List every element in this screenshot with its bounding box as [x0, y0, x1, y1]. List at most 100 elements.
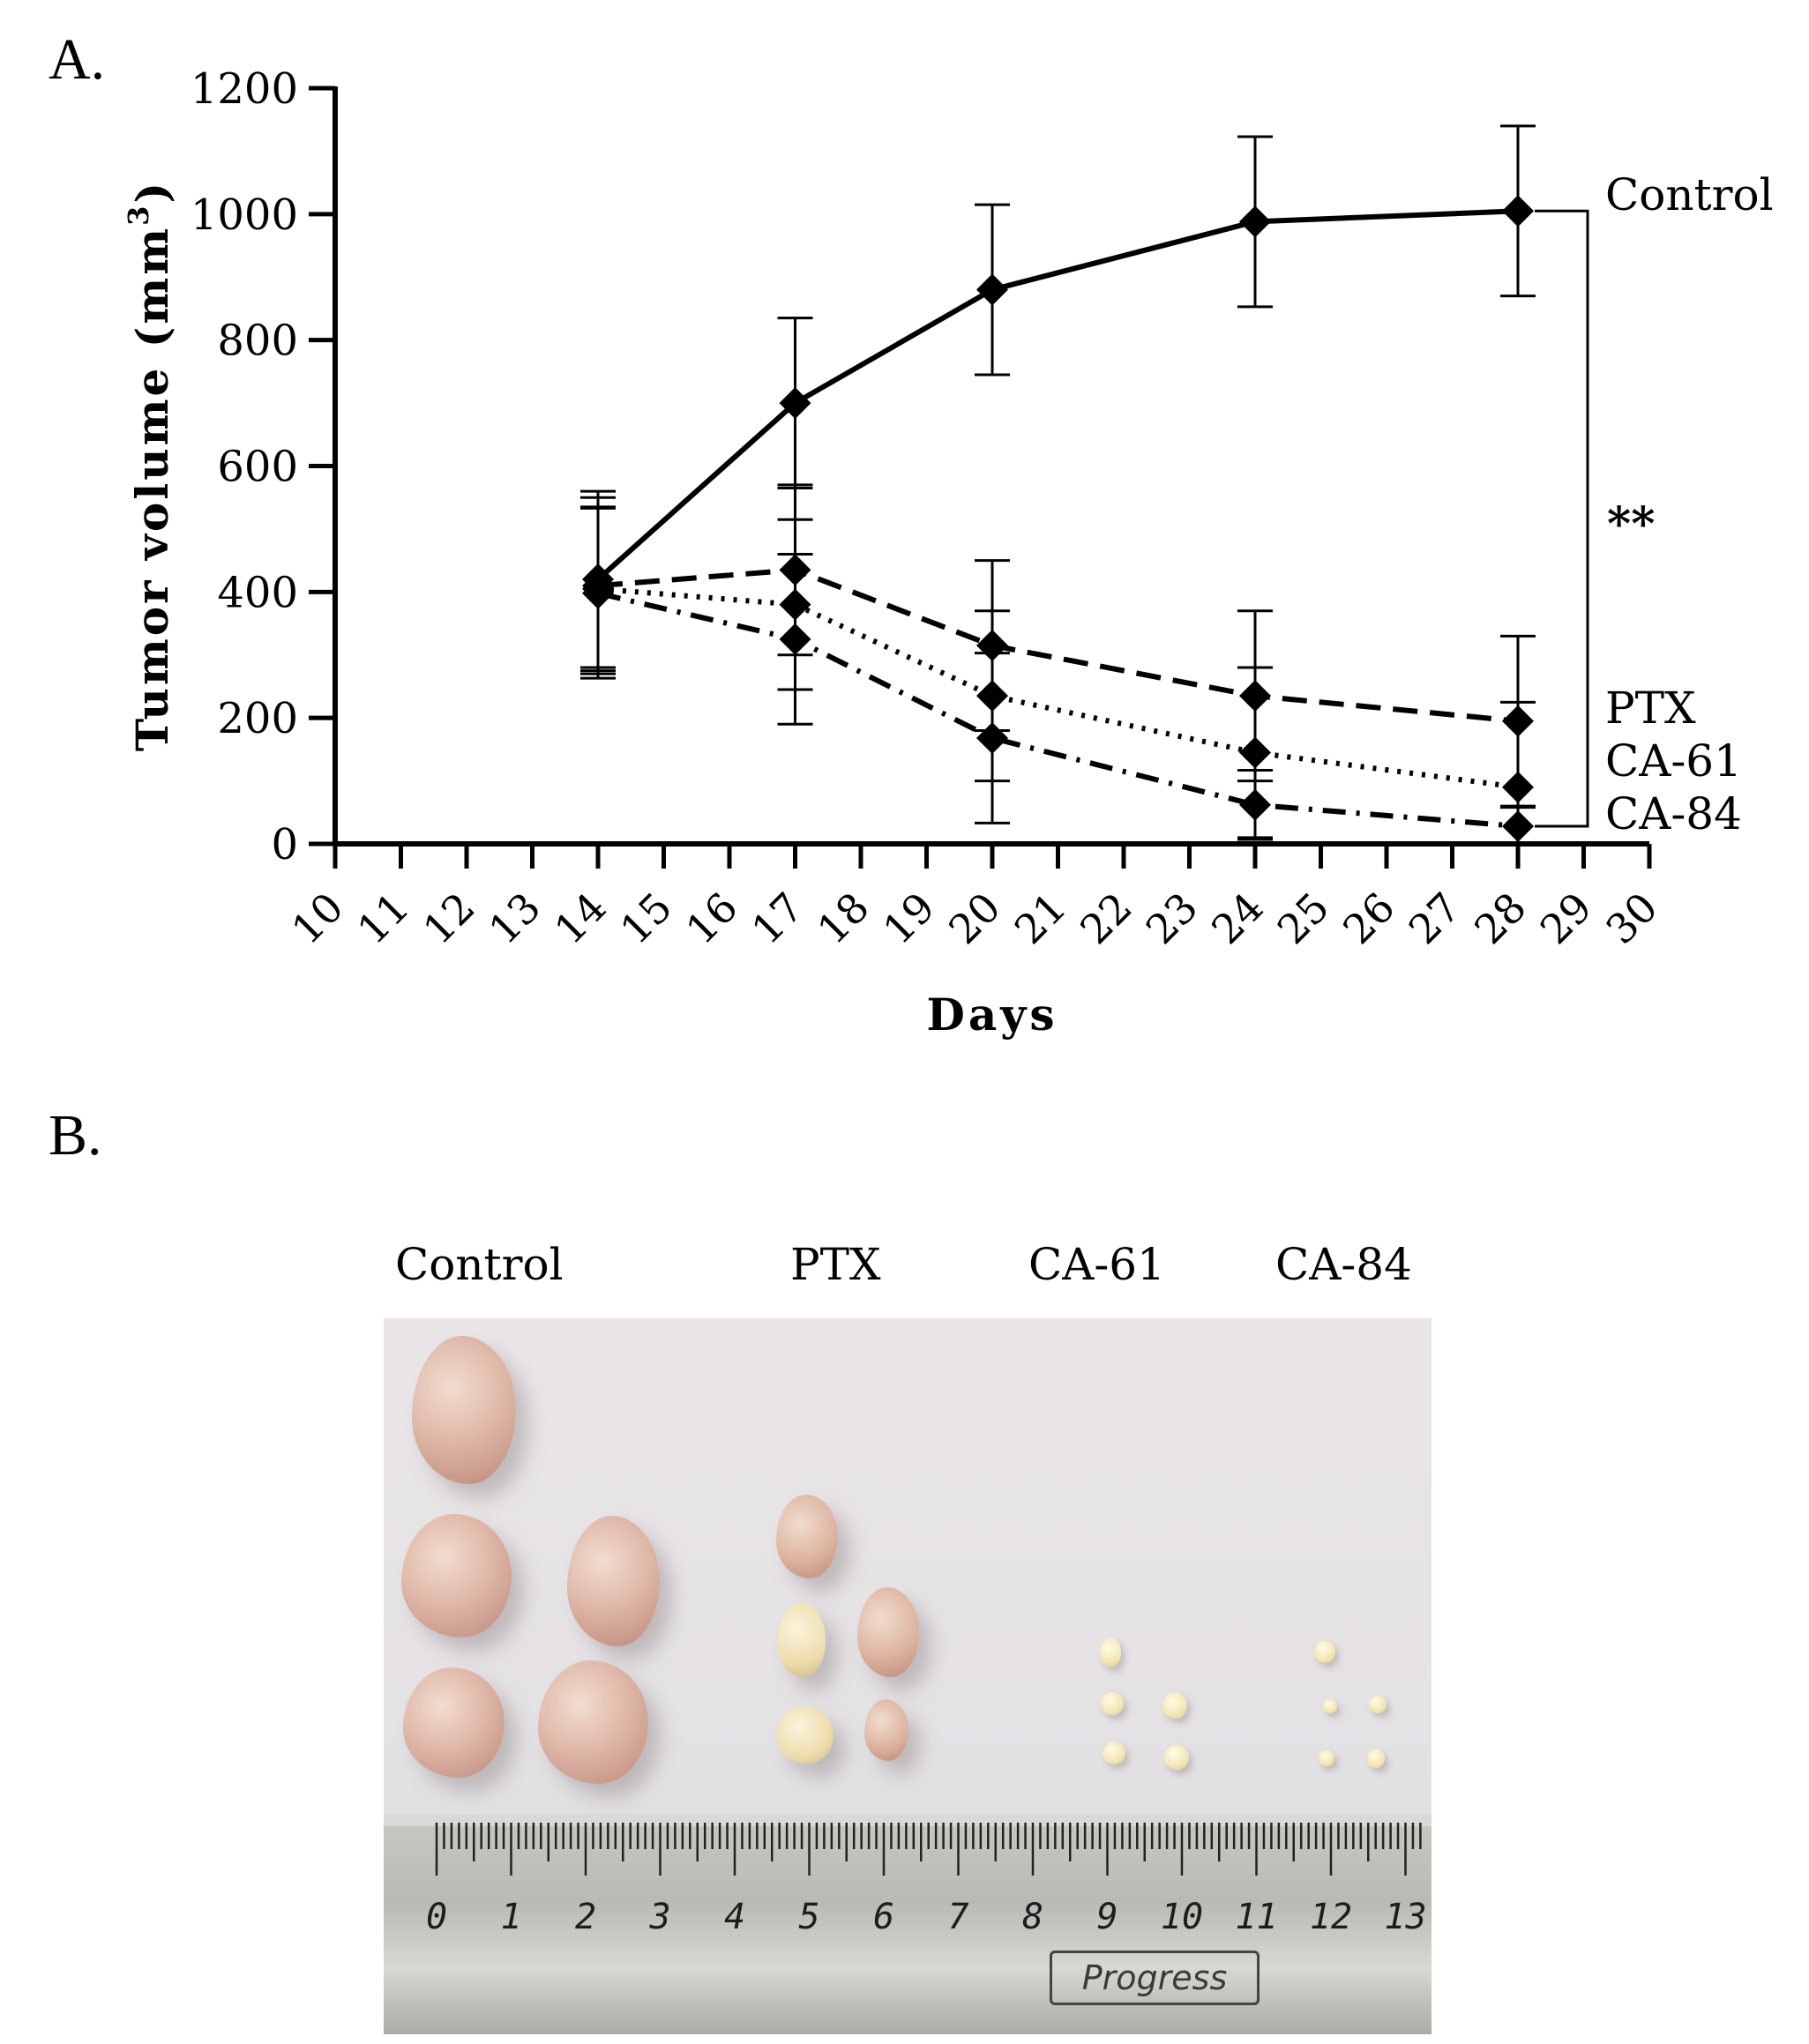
x-tick-label: 20: [939, 884, 1010, 954]
tumor-control-2: [401, 1514, 512, 1637]
y-tick-label: 1200: [191, 64, 298, 114]
tumor-ptx-1: [776, 1495, 838, 1578]
y-tick-label: 600: [217, 443, 298, 492]
ruler-number: 13: [1384, 1897, 1426, 1937]
data-point-control: [1502, 195, 1534, 228]
panel-a-label: A.: [49, 27, 106, 92]
series-line-ca-84: [597, 590, 1519, 829]
significance-bracket: [1535, 209, 1589, 828]
panel-b-label: B.: [49, 1103, 102, 1167]
x-tick-label: 24: [1202, 884, 1273, 954]
ruler-number: 9: [1096, 1897, 1118, 1937]
x-tick-label: 23: [1137, 884, 1207, 954]
tumor-ca61-1: [1100, 1637, 1121, 1667]
ruler-number: 8: [1022, 1897, 1043, 1937]
data-point-ca-61: [1239, 736, 1271, 769]
tumor-ptx-3: [857, 1587, 919, 1677]
x-tick-label: 11: [348, 884, 419, 954]
data-point-ca-84: [779, 623, 811, 655]
x-tick-label: 10: [282, 884, 353, 954]
x-tick-label: 18: [808, 884, 878, 954]
ruler-number: 2: [575, 1897, 596, 1937]
x-tick-label: 13: [480, 884, 550, 954]
y-axis-title: Tumor volume (mm3): [122, 180, 178, 751]
significance-label: **: [1607, 497, 1655, 551]
x-tick-label: 28: [1465, 884, 1536, 954]
ruler-number: 11: [1235, 1897, 1277, 1937]
data-point-ca-84: [1502, 810, 1534, 843]
photo-caption-ca61: CA-61: [1028, 1239, 1165, 1290]
ruler-number: 12: [1310, 1897, 1352, 1937]
x-tick-label: 12: [414, 884, 484, 954]
tumor-ptx-5: [864, 1699, 908, 1761]
tumor-control-1: [412, 1336, 516, 1484]
series-label-ca-61: CA-61: [1605, 735, 1742, 787]
series-line-control: [595, 208, 1519, 582]
series-label-control: Control: [1605, 169, 1774, 220]
x-tick-label: 30: [1596, 884, 1667, 954]
photo-caption-ptx: PTX: [790, 1239, 881, 1290]
x-tick-label: 27: [1400, 884, 1470, 954]
x-tick-label: 25: [1268, 884, 1339, 954]
tumor-ca61-4: [1103, 1742, 1125, 1764]
tumor-control-3: [567, 1516, 660, 1646]
tumor-ptx-4: [776, 1706, 833, 1764]
y-tick-label: 1000: [191, 190, 298, 240]
x-tick-label: 17: [743, 884, 813, 954]
tumor-ca84-2: [1323, 1699, 1337, 1713]
tumor-ca61-2: [1101, 1692, 1124, 1715]
x-tick-label: 29: [1531, 884, 1602, 954]
photo-caption-ca84: CA-84: [1275, 1239, 1412, 1290]
tumor-volume-chart: 0 200 400 600 800 1000 1200 1011121314151617181…: [122, 64, 1774, 1041]
ruler-number: 7: [947, 1897, 968, 1937]
tumor-ca84-4: [1319, 1750, 1334, 1766]
data-point-control: [976, 273, 1008, 306]
ruler-number: 6: [873, 1897, 894, 1937]
x-tick-label: 14: [545, 884, 616, 954]
y-axis-title-close: ): [126, 180, 178, 204]
tumor-ca61-5: [1164, 1745, 1189, 1770]
tumor-ca84-1: [1314, 1640, 1335, 1663]
tumor-ca84-5: [1367, 1749, 1385, 1768]
series-label-ptx: PTX: [1605, 683, 1696, 734]
data-point-ca-61: [1502, 771, 1534, 803]
y-tick-label: 0: [271, 820, 298, 869]
ruler-number: 10: [1161, 1897, 1203, 1937]
y-axis-title-superscript: 3: [122, 204, 155, 226]
ruler-number: 1: [500, 1897, 521, 1937]
data-point-control: [779, 387, 811, 420]
tumor-control-5: [538, 1660, 648, 1784]
y-tick-label: 200: [217, 694, 298, 743]
series-ca-61: [580, 505, 1536, 846]
series-control: [580, 124, 1536, 669]
x-axis-title: Days: [927, 988, 1058, 1041]
series-line-ptx: [597, 567, 1519, 724]
data-point-ca-84: [582, 577, 614, 609]
photo-caption-control: Control: [395, 1239, 564, 1290]
x-tick-label: 15: [611, 884, 682, 954]
tumor-ca84-3: [1369, 1696, 1387, 1713]
series-ptx: [580, 483, 1536, 808]
x-tick-label: 26: [1334, 884, 1404, 954]
ruler-number: 0: [426, 1897, 447, 1937]
tumor-ptx-2: [777, 1602, 826, 1677]
series-label-ca-84: CA-84: [1605, 788, 1742, 839]
data-point-ca-84: [1239, 788, 1271, 821]
x-tick-label: 22: [1071, 884, 1141, 954]
chart-series: [580, 124, 1536, 846]
series-ca-84: [580, 506, 1536, 846]
ruler-number: 4: [724, 1897, 745, 1937]
tumor-photo: 0 1 2 3 4 5 6 7 8 9 10 11 12 13 Progress: [384, 1318, 1432, 2034]
ruler-ticks: 0 1 2 3 4 5 6 7 8 9 10 11 12 13: [384, 1814, 1432, 1937]
x-tick-label: 21: [1005, 884, 1076, 954]
tumor-ca61-3: [1162, 1692, 1187, 1719]
ruler-brand-label: Progress: [1050, 1951, 1260, 2005]
y-tick-label: 400: [217, 568, 298, 617]
ruler: 0 1 2 3 4 5 6 7 8 9 10 11 12 13 Progress: [384, 1814, 1432, 2034]
chart-axes: 0 200 400 600 800 1000 1200 1011121314151617181…: [191, 64, 1667, 953]
ruler-number: 5: [798, 1897, 819, 1937]
y-axis-title-main: Tumor volume (mm: [126, 226, 178, 751]
chart-labels: Days Tumor volume (mm3) Control PTXCA-61CA-…: [122, 169, 1774, 1041]
data-point-ca-84: [976, 722, 1008, 755]
x-tick-label: 19: [874, 884, 945, 954]
